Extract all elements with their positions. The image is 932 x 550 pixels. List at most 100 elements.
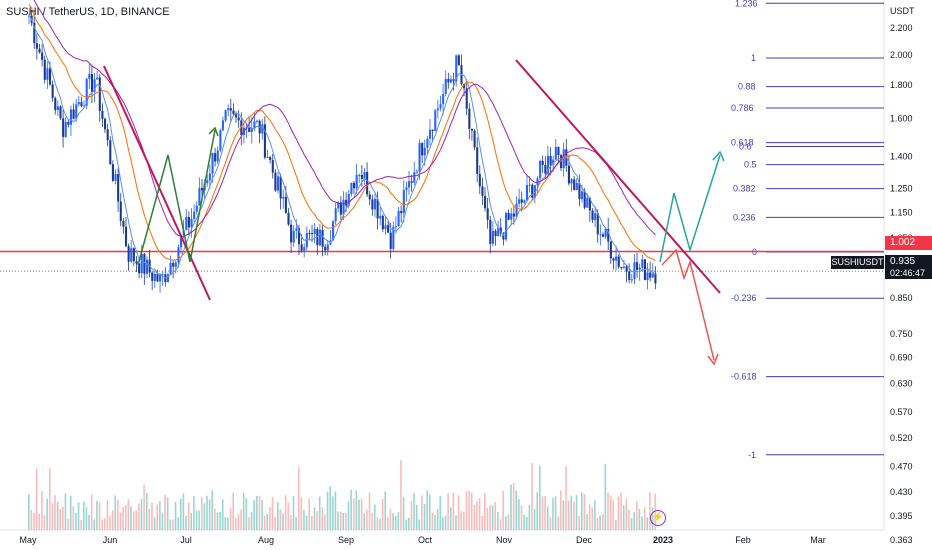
candle-body xyxy=(263,124,266,158)
volume-bar xyxy=(478,498,481,530)
volume-bar xyxy=(161,512,164,530)
candle-body xyxy=(318,229,322,246)
arrow-head-green xyxy=(712,150,725,162)
candle-body xyxy=(56,106,59,111)
time-tick-label: Aug xyxy=(258,535,274,545)
volume-bar xyxy=(88,514,90,530)
volume-bar xyxy=(122,507,124,530)
volume-bar xyxy=(329,486,331,530)
candle-body xyxy=(586,197,589,208)
volume-bar xyxy=(494,502,497,530)
candle-body xyxy=(436,108,439,111)
candle-body xyxy=(363,171,366,179)
candle-body xyxy=(525,184,529,201)
volume-bar xyxy=(379,519,381,530)
candle-body xyxy=(507,212,510,220)
price-tick-label: 2.000 xyxy=(890,50,913,60)
volume-bar xyxy=(159,501,161,530)
volume-bar xyxy=(444,515,447,530)
candle-body xyxy=(502,233,505,240)
candle-body xyxy=(98,77,101,111)
candle-body xyxy=(484,195,487,209)
volume-bar xyxy=(80,519,82,530)
volume-bar xyxy=(114,495,117,530)
candle-body xyxy=(342,199,345,215)
candle-body xyxy=(444,78,447,95)
candle-body xyxy=(533,185,536,198)
candle-body xyxy=(326,244,329,251)
candle-body xyxy=(557,146,560,156)
volume-bar xyxy=(536,492,539,530)
volume-bar xyxy=(127,499,130,530)
price-tick-label: 0.470 xyxy=(890,462,913,472)
candle-body xyxy=(554,146,557,160)
candle-body xyxy=(193,211,196,219)
volume-bar xyxy=(570,495,573,530)
volume-bar xyxy=(111,510,114,530)
price-tick-label: 0.570 xyxy=(890,407,913,417)
candle-body xyxy=(59,106,62,119)
candle-body xyxy=(151,272,154,281)
volume-bar xyxy=(617,496,620,530)
candle-body xyxy=(515,203,518,217)
symbol-tag: SUSHIUSDT xyxy=(831,256,884,269)
volume-bar xyxy=(308,498,311,530)
candle-body xyxy=(578,182,581,200)
volume-bar xyxy=(402,496,405,530)
volume-bar xyxy=(211,490,214,530)
fib-level-label: -0.236 xyxy=(731,293,757,303)
volume-bar xyxy=(468,490,470,530)
candle-body xyxy=(415,171,418,173)
volume-bar xyxy=(523,514,525,530)
candle-body xyxy=(166,274,170,283)
volume-bar xyxy=(591,507,594,530)
lightning-icon[interactable]: ⚡ xyxy=(650,510,666,526)
volume-bar xyxy=(172,519,174,530)
candle-body xyxy=(457,55,460,66)
candle-body xyxy=(140,253,143,274)
candle-body xyxy=(90,74,93,92)
candle-body xyxy=(541,160,544,165)
fib-level-label: 0.236 xyxy=(733,212,756,222)
downtrend-line-1 xyxy=(103,65,211,301)
price-tick-label: 0.750 xyxy=(890,329,913,339)
volume-bar xyxy=(72,506,75,530)
candle-body xyxy=(607,229,610,242)
candle-body xyxy=(546,155,550,174)
volume-bar xyxy=(575,495,578,530)
volume-bar xyxy=(85,507,88,530)
candle-body xyxy=(33,22,36,44)
volume-bar xyxy=(447,493,449,530)
candle-body xyxy=(371,199,374,210)
volume-bar xyxy=(641,516,643,530)
volume-bar xyxy=(355,490,358,530)
candle-body xyxy=(463,83,466,89)
candle-body xyxy=(355,174,358,189)
candle-body xyxy=(161,274,164,276)
volume-bar xyxy=(347,501,350,530)
volume-bar xyxy=(337,511,339,530)
volume-bar xyxy=(389,508,392,530)
candle-body xyxy=(455,55,458,82)
candle-body xyxy=(428,129,432,139)
volume-bar xyxy=(130,506,132,530)
volume-bar xyxy=(305,515,308,530)
volume-bar xyxy=(463,511,465,530)
volume-bar xyxy=(219,511,221,530)
volume-bar xyxy=(33,513,35,530)
candle-body xyxy=(85,78,88,106)
time-tick-label: Mar xyxy=(810,535,826,545)
volume-bar xyxy=(376,517,379,530)
arrow-head-green-past xyxy=(208,126,219,137)
fib-level-label: -0.618 xyxy=(731,372,757,382)
bullish-projection xyxy=(659,154,721,263)
candle-body xyxy=(93,79,96,92)
candle-body xyxy=(615,256,618,261)
price-tick-label: 1.600 xyxy=(890,113,913,123)
candle-body xyxy=(620,266,623,268)
candle-body xyxy=(384,225,387,230)
volume-bar xyxy=(145,492,148,530)
volume-bar xyxy=(418,519,421,530)
volume-bar xyxy=(43,515,46,530)
